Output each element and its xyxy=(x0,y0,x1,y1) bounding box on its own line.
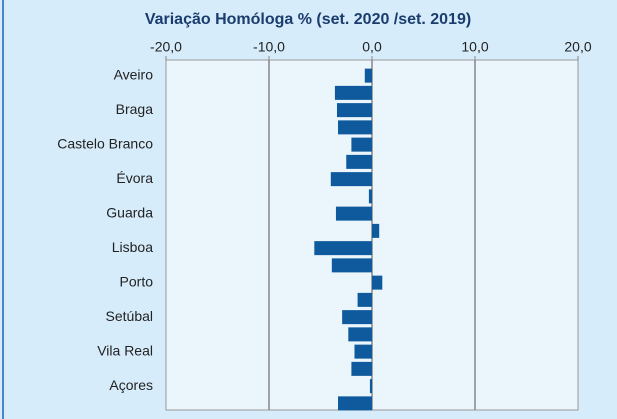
bar xyxy=(351,361,372,376)
bar xyxy=(331,258,372,273)
bar xyxy=(342,310,372,325)
bar xyxy=(372,223,380,238)
bar xyxy=(351,137,372,152)
x-tick-label: -20,0 xyxy=(150,39,182,55)
chart-title: Variação Homóloga % (set. 2020 /set. 201… xyxy=(145,11,471,28)
bar xyxy=(348,327,372,342)
x-tick-label: 10,0 xyxy=(461,39,488,55)
y-tick-label: Açores xyxy=(109,377,153,393)
bar xyxy=(338,120,372,135)
bar xyxy=(338,396,372,411)
y-tick-label: Guarda xyxy=(106,204,153,220)
bar xyxy=(330,172,372,187)
bar xyxy=(357,292,372,307)
y-tick-label: Aveiro xyxy=(114,66,154,82)
bar xyxy=(334,85,372,100)
x-tick-label: 20,0 xyxy=(564,39,591,55)
y-tick-label: Castelo Branco xyxy=(57,135,153,151)
x-tick-label: 0,0 xyxy=(362,39,382,55)
bar xyxy=(368,189,372,204)
y-tick-label: Setúbal xyxy=(106,308,153,324)
bar xyxy=(354,344,372,359)
bar xyxy=(335,206,372,221)
bar xyxy=(372,275,383,290)
y-tick-label: Évora xyxy=(116,170,153,186)
bar xyxy=(364,68,372,83)
bar xyxy=(336,103,372,118)
y-tick-label: Vila Real xyxy=(97,342,153,358)
x-tick-label: -10,0 xyxy=(253,39,285,55)
y-tick-label: Lisboa xyxy=(112,239,153,255)
bar xyxy=(346,154,372,169)
y-tick-label: Porto xyxy=(120,273,154,289)
bar xyxy=(314,241,372,256)
bar xyxy=(369,379,372,394)
y-tick-label: Braga xyxy=(116,101,154,117)
